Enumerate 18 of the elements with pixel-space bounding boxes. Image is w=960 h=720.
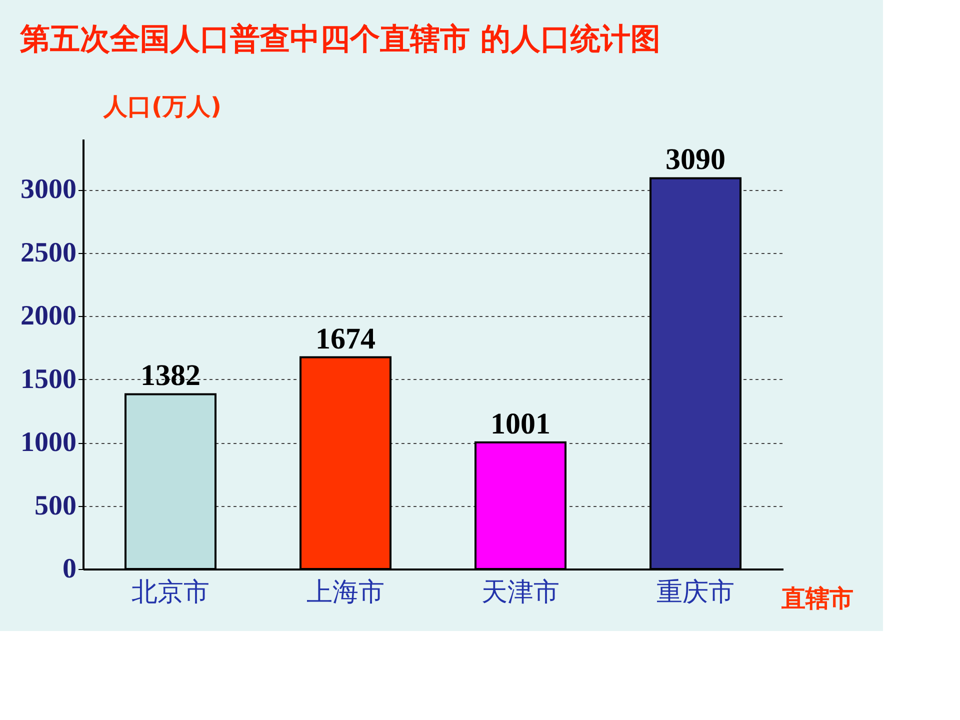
data-label: 1674 (316, 322, 376, 356)
x-tick-label: 天津市 (482, 578, 560, 608)
y-axis-title: 人口(万人) (102, 92, 222, 120)
x-axis-title: 直辖市 (780, 584, 854, 612)
data-label: 1382 (140, 359, 200, 392)
chart-title: 第五次全国人口普查中四个直辖市 的人口统计图 (19, 22, 660, 57)
y-tick-label: 1500 (20, 364, 76, 395)
y-tick-label: 3000 (20, 174, 76, 206)
x-tick-label: 重庆市 (656, 578, 734, 608)
y-tick-label: 0 (62, 554, 76, 584)
y-tick-label: 1000 (20, 427, 76, 458)
y-tick-label: 2500 (20, 237, 76, 268)
x-tick-label: 北京市 (132, 578, 210, 608)
data-label: 3090 (666, 143, 726, 176)
y-tick-label: 2000 (20, 300, 76, 332)
y-tick-label: 500 (34, 490, 76, 522)
x-tick-label: 上海市 (306, 578, 384, 608)
data-label: 1001 (490, 407, 550, 440)
